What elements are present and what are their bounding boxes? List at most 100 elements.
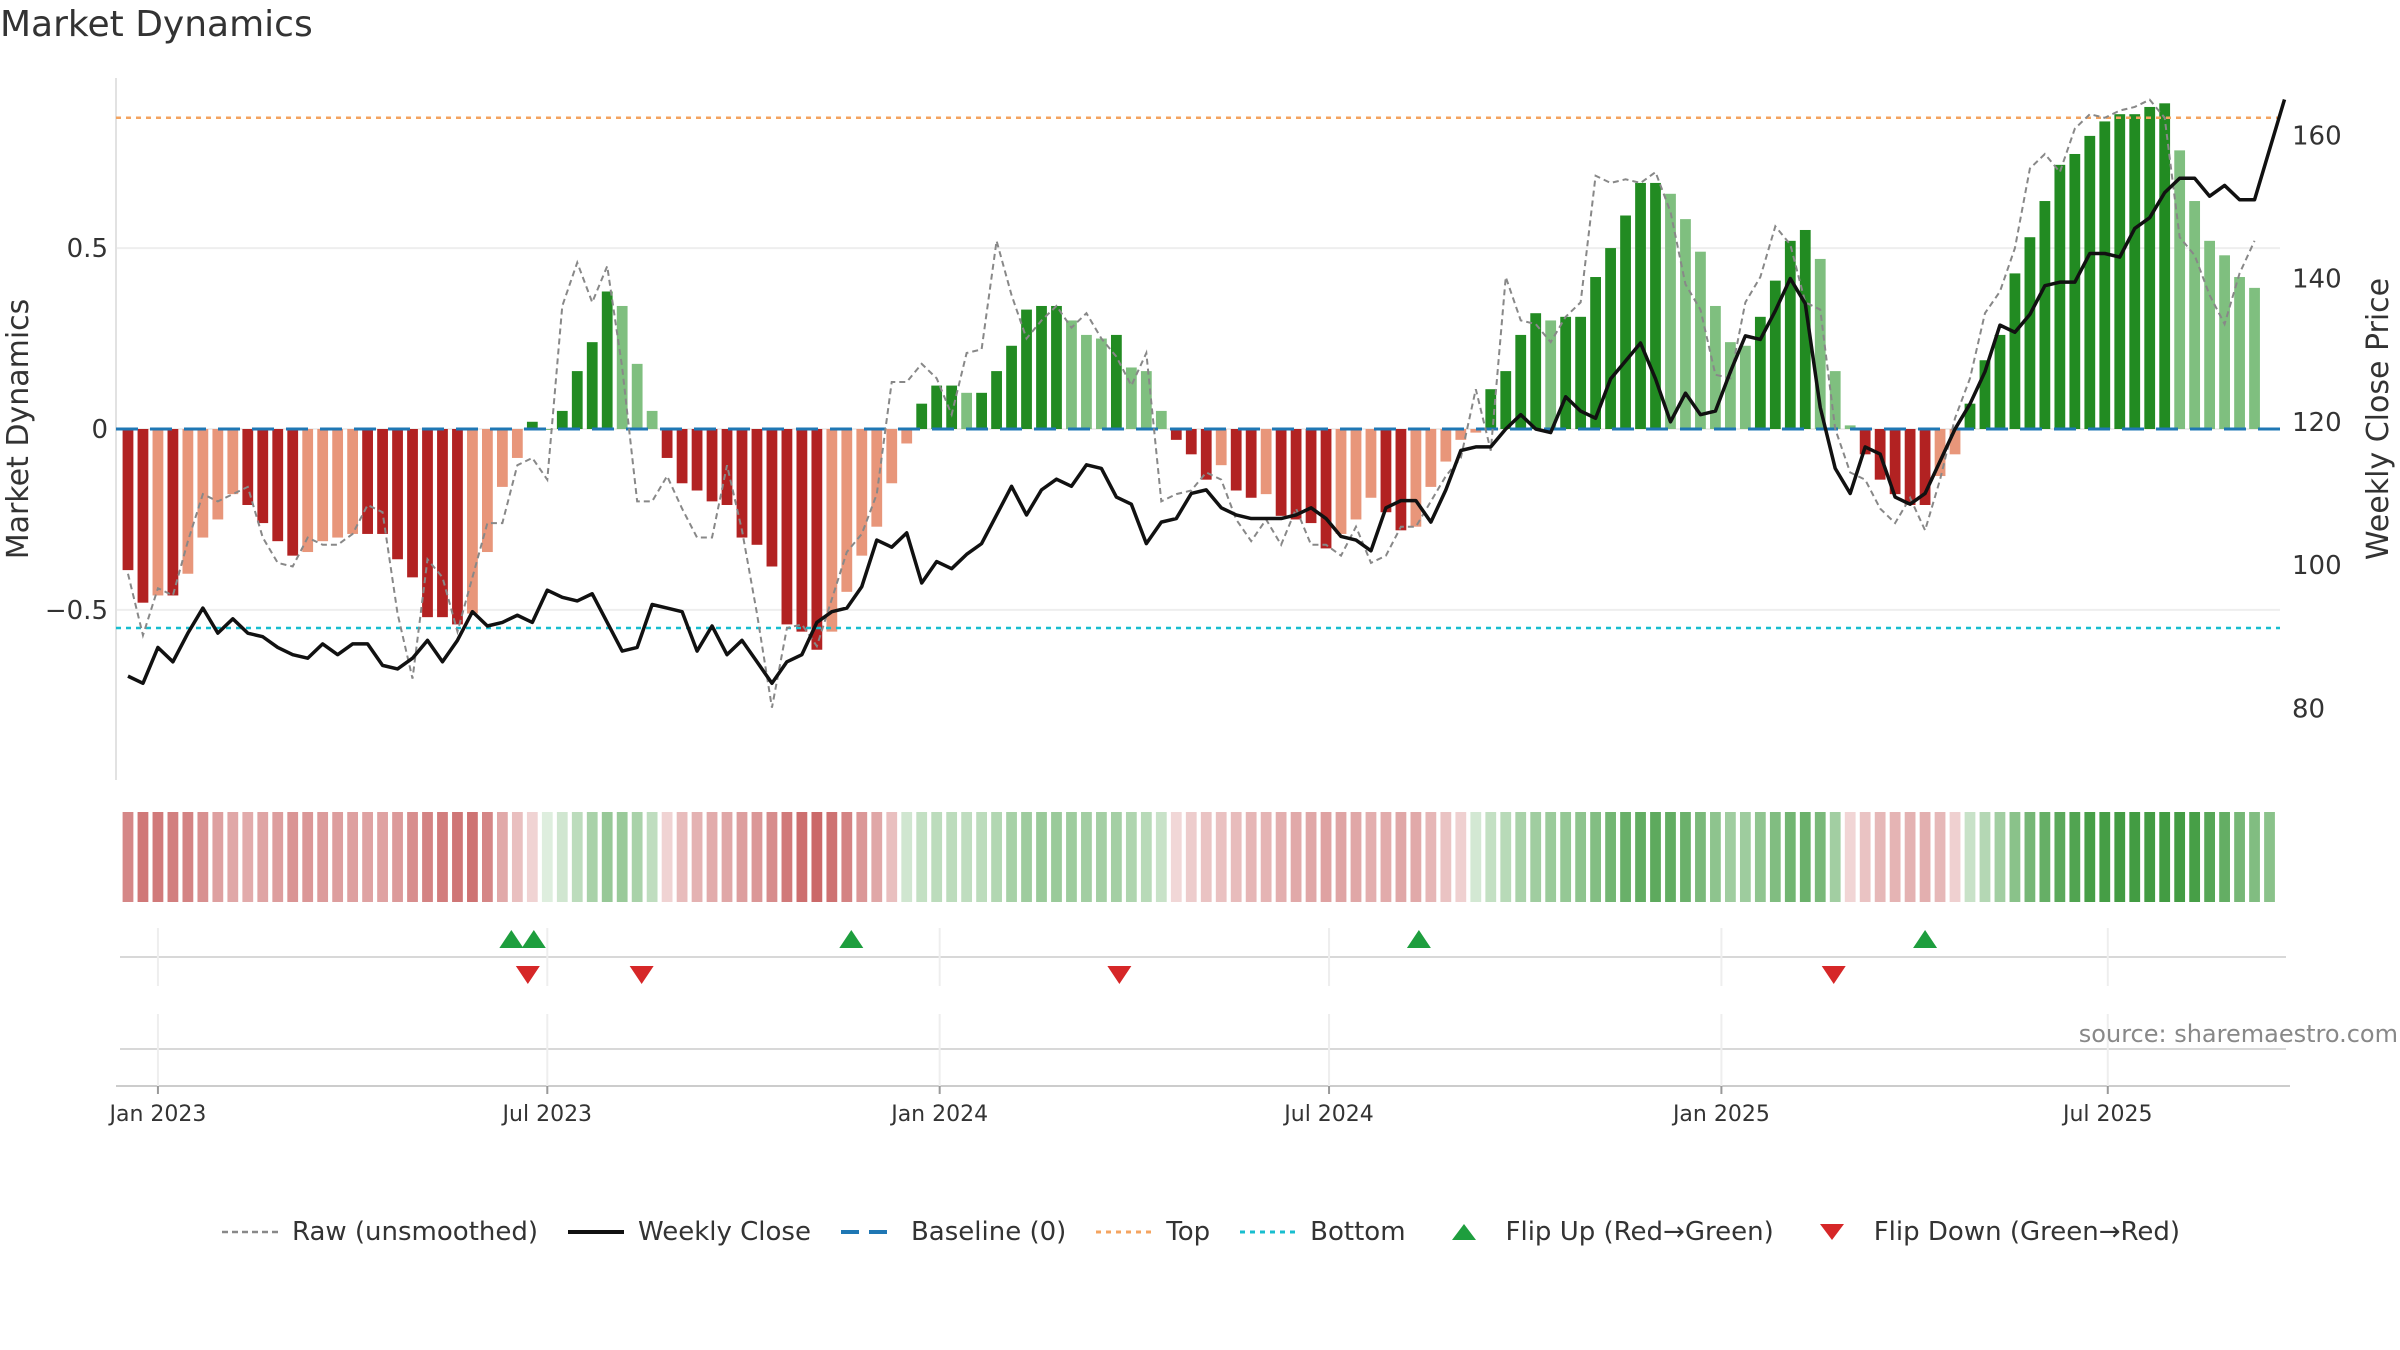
dynamics-bar bbox=[1066, 320, 1077, 429]
strip-cell bbox=[2024, 812, 2036, 902]
dynamics-bar bbox=[571, 371, 583, 429]
dynamics-bar bbox=[1829, 371, 1841, 429]
dynamics-bar bbox=[377, 429, 388, 534]
dynamics-bar bbox=[706, 429, 718, 502]
dynamics-bar bbox=[1889, 429, 1901, 495]
dynamics-bar bbox=[2099, 121, 2111, 430]
dynamics-bar bbox=[1140, 371, 1152, 429]
strip-cell bbox=[496, 812, 508, 902]
strip-cell bbox=[796, 812, 808, 902]
strip-cell bbox=[736, 812, 748, 902]
dynamics-bar bbox=[751, 429, 763, 545]
dynamics-bar bbox=[2174, 150, 2186, 429]
strip-cell bbox=[1605, 812, 1616, 902]
strip-cell bbox=[586, 812, 598, 902]
dynamics-bar bbox=[556, 410, 568, 429]
dynamics-bar bbox=[1575, 316, 1587, 429]
strip-cell bbox=[1110, 812, 1122, 902]
strip-cell bbox=[1081, 812, 1092, 902]
dynamics-bar bbox=[1125, 367, 1137, 429]
dynamics-bar bbox=[1305, 429, 1317, 524]
dynamics-bar bbox=[541, 429, 553, 430]
strip-cell bbox=[1335, 812, 1347, 902]
chart-svg: 0.5 0 −0.5 160 140 120 100 80 Market Dynamics Wee… bbox=[1, 78, 2396, 1127]
strip-cell bbox=[1784, 812, 1796, 902]
strip-cell bbox=[392, 812, 403, 902]
dynamics-bar bbox=[991, 371, 1002, 429]
strip-cell bbox=[242, 812, 254, 902]
strip-cell bbox=[1096, 812, 1107, 902]
flip-down-marker bbox=[515, 966, 540, 984]
y-tick-label: −0.5 bbox=[45, 596, 108, 626]
strip-cell bbox=[946, 812, 958, 902]
dynamics-bar bbox=[1365, 429, 1377, 498]
flip-up-marker bbox=[499, 930, 524, 948]
dynamics-bar bbox=[212, 429, 224, 520]
legend-swatch bbox=[1096, 1230, 1153, 1234]
strip-cell bbox=[571, 812, 583, 902]
dynamics-bar bbox=[227, 429, 239, 495]
strip-cell bbox=[1515, 812, 1527, 902]
strip-cell bbox=[1575, 812, 1587, 902]
strip-cell bbox=[856, 812, 868, 902]
dynamics-bar bbox=[826, 429, 838, 632]
legend-item-close: Weekly Close bbox=[566, 1217, 811, 1247]
dynamics-bar bbox=[137, 429, 149, 603]
strip-cell bbox=[901, 812, 913, 902]
strip-cell bbox=[1844, 812, 1856, 902]
dynamics-bar bbox=[1545, 320, 1557, 429]
y2-axis-label: Weekly Close Price bbox=[2361, 278, 2396, 560]
strip-cell bbox=[1006, 812, 1017, 902]
y-tick-label: 0.5 bbox=[67, 234, 108, 264]
dynamics-bar bbox=[526, 421, 538, 429]
dynamics-bar bbox=[1245, 429, 1257, 498]
strip-cell bbox=[541, 812, 553, 902]
strip-cell bbox=[766, 812, 778, 902]
dynamics-bar bbox=[781, 429, 793, 625]
dynamics-bar bbox=[1335, 429, 1347, 534]
strip-cell bbox=[1635, 812, 1646, 902]
dynamics-bar bbox=[916, 403, 928, 429]
dynamics-bar bbox=[1949, 429, 1961, 455]
strip-cell bbox=[1275, 812, 1287, 902]
legend-label: Raw (unsmoothed) bbox=[291, 1217, 539, 1247]
dynamics-bar bbox=[422, 429, 433, 618]
flip-down-marker bbox=[629, 966, 654, 984]
weekly-close-line bbox=[127, 98, 2287, 686]
strip-cell bbox=[1859, 812, 1871, 902]
dynamics-bar bbox=[2024, 237, 2036, 429]
dynamics-bar bbox=[1185, 429, 1197, 455]
strip-cell bbox=[1545, 812, 1557, 902]
legend-item-top: Top bbox=[1094, 1217, 1210, 1247]
dynamics-bar bbox=[482, 429, 493, 553]
dynamics-bar bbox=[467, 429, 478, 614]
legend-item-bottom: Bottom bbox=[1238, 1217, 1406, 1247]
strip-cell bbox=[991, 812, 1002, 902]
legend-item-flip-down: Flip Down (Green→Red) bbox=[1802, 1217, 2180, 1247]
strip-cell bbox=[1410, 812, 1422, 902]
dynamics-bar bbox=[1260, 429, 1272, 495]
strip-cell bbox=[482, 812, 493, 902]
strip-cell bbox=[302, 812, 314, 902]
legend-swatch bbox=[1240, 1230, 1297, 1234]
legend: Raw (unsmoothed) Weekly Close Baseline (0)… bbox=[0, 1212, 2400, 1252]
strip-cell bbox=[511, 812, 523, 902]
dynamics-bar bbox=[1500, 371, 1512, 429]
dynamics-bar bbox=[856, 429, 868, 556]
strip-cell bbox=[1934, 812, 1946, 902]
dynamics-bar bbox=[661, 429, 673, 458]
strip-cell bbox=[781, 812, 793, 902]
strip-cell bbox=[976, 812, 987, 902]
dynamics-bar bbox=[946, 385, 958, 429]
dynamics-bar bbox=[796, 429, 808, 632]
strip-cell bbox=[2234, 812, 2245, 902]
flip-up-marker bbox=[1913, 930, 1938, 948]
strip-cell bbox=[1665, 812, 1676, 902]
strip-cell bbox=[871, 812, 883, 902]
strip-cell bbox=[2084, 812, 2096, 902]
strip-cell bbox=[1170, 812, 1182, 902]
legend-swatch bbox=[1451, 1224, 1476, 1240]
dynamics-bar bbox=[1934, 429, 1946, 477]
strip-cell bbox=[1245, 812, 1257, 902]
dynamics-bar bbox=[691, 429, 703, 491]
